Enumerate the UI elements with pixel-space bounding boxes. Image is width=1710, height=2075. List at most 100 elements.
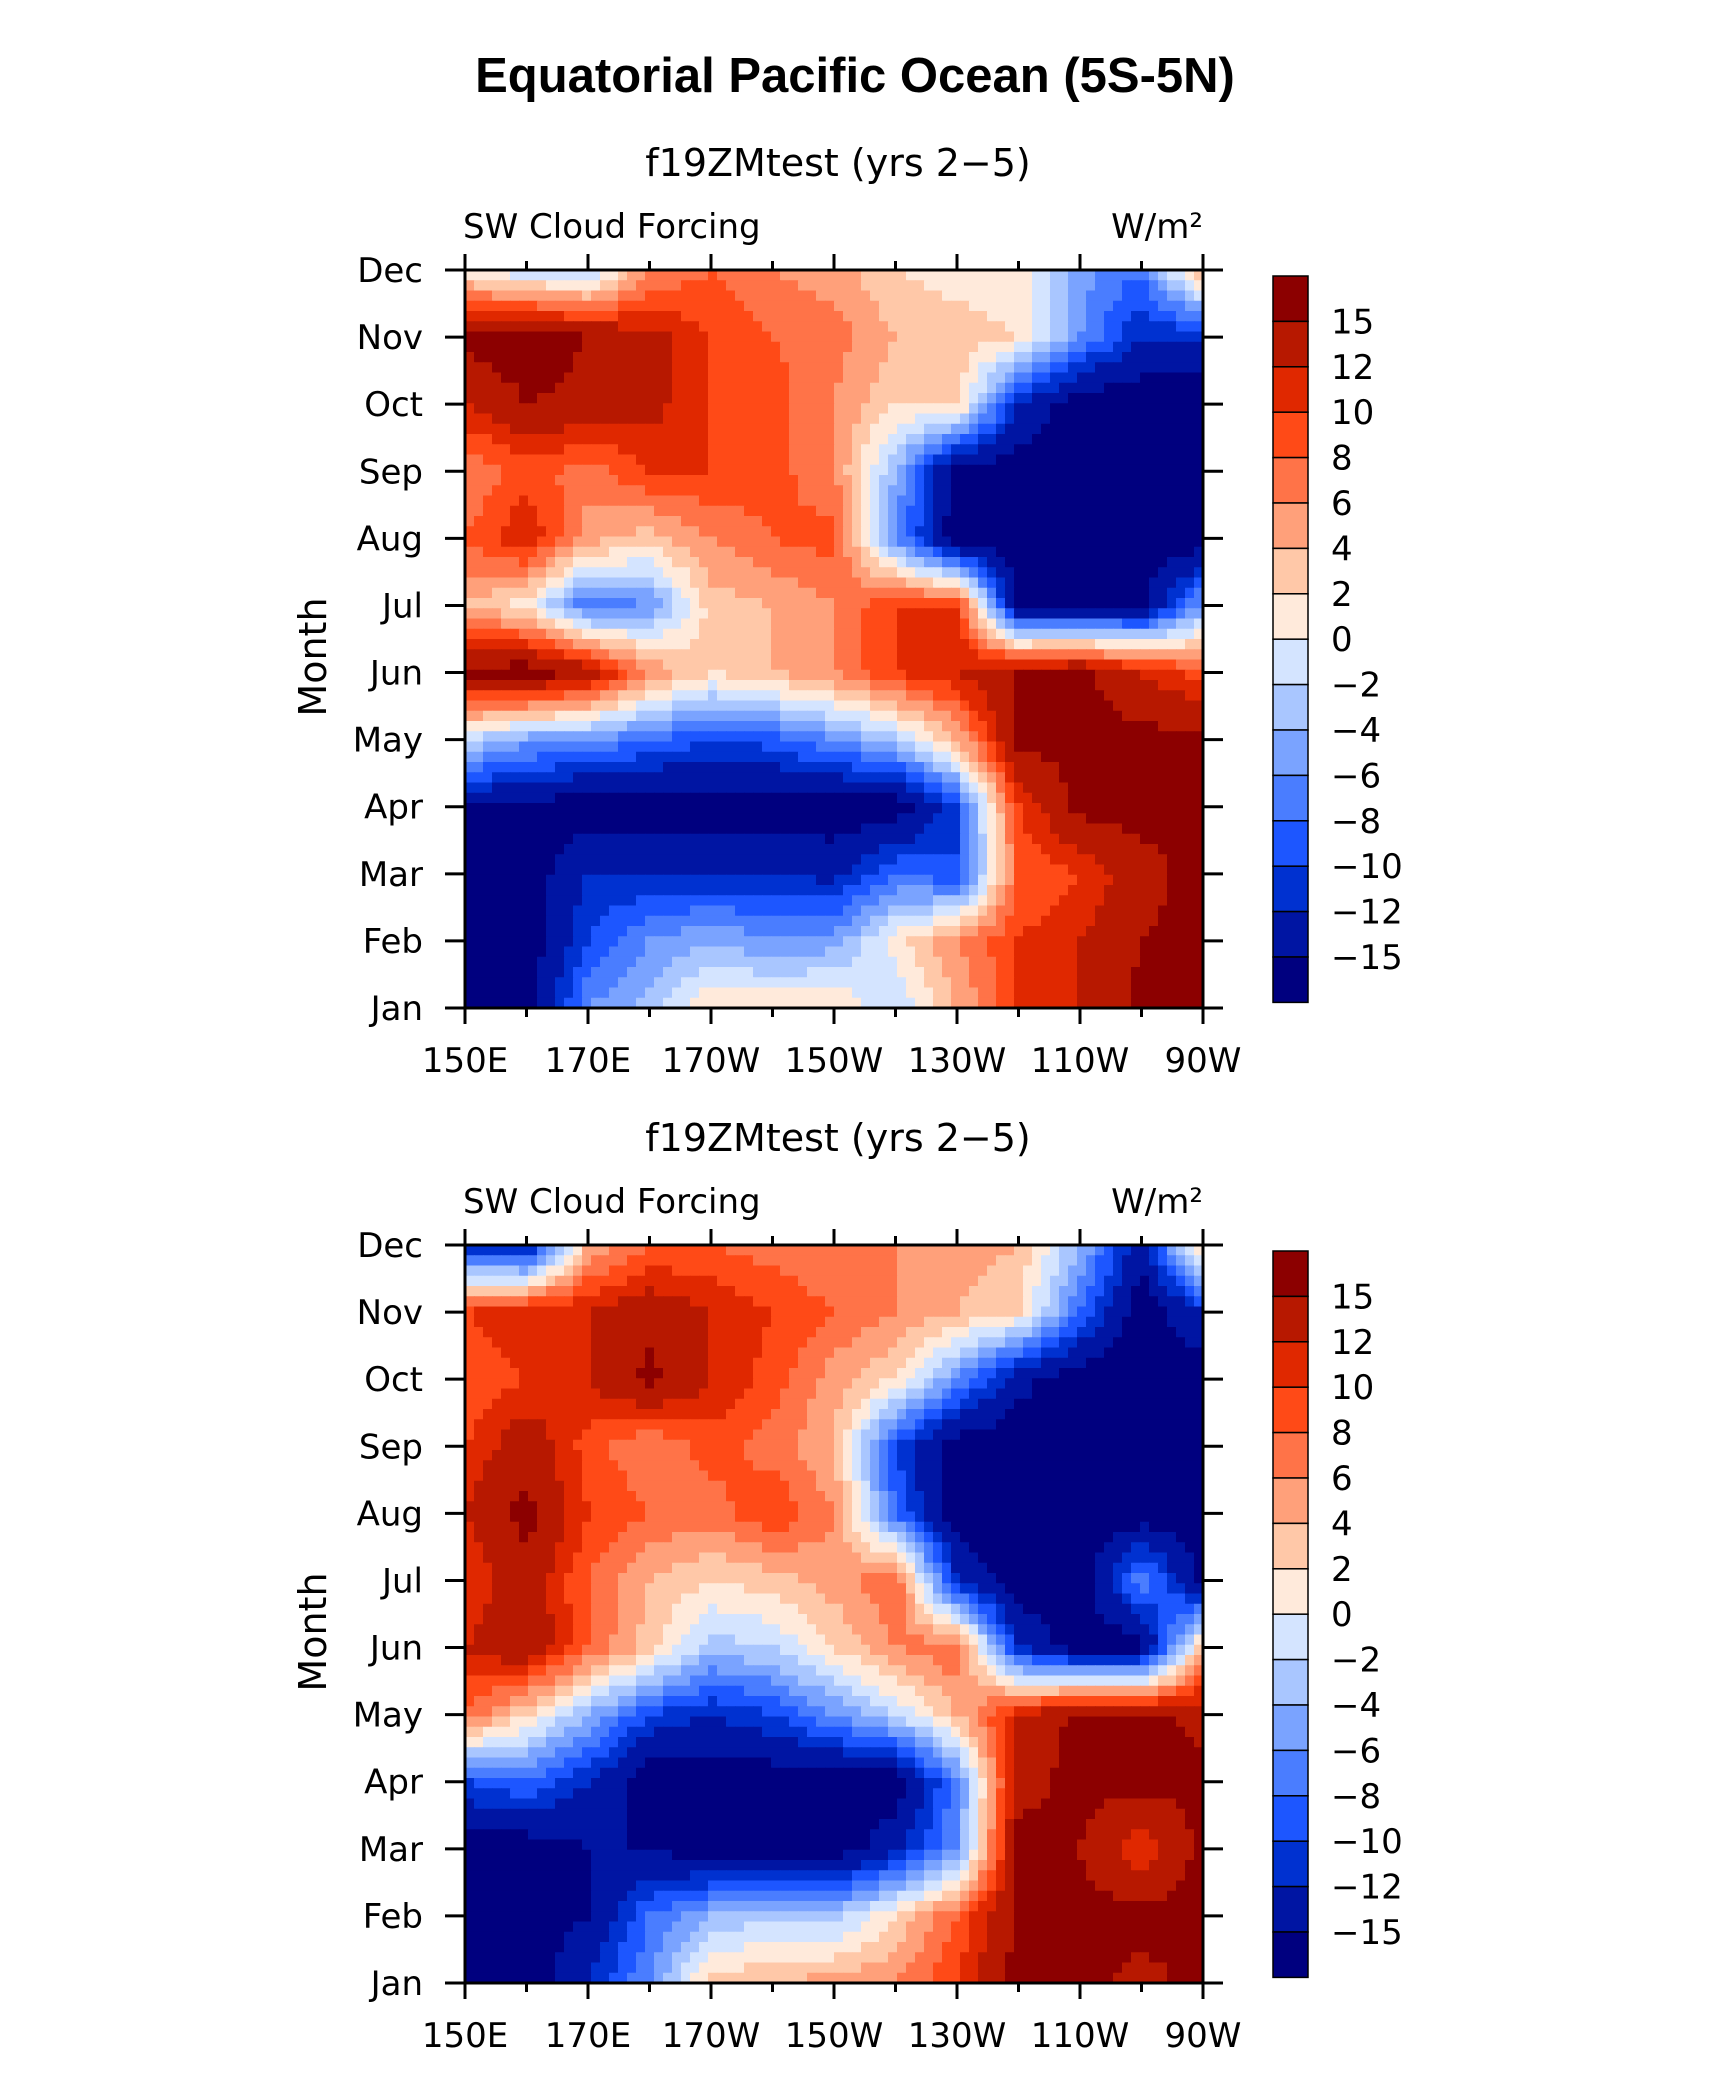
heatmap-cell xyxy=(780,772,790,784)
heatmap-cell xyxy=(897,690,907,702)
heatmap-cell xyxy=(906,864,916,876)
heatmap-cell xyxy=(519,813,529,825)
heatmap-cell xyxy=(483,536,493,548)
heatmap-cell xyxy=(699,475,709,486)
heatmap-cell xyxy=(906,772,916,784)
heatmap-cell xyxy=(978,823,988,835)
heatmap-cell xyxy=(690,403,700,415)
heatmap-cell xyxy=(969,864,979,876)
heatmap-cell xyxy=(951,403,961,415)
heatmap-cell xyxy=(852,587,862,599)
heatmap-cell xyxy=(924,690,934,702)
heatmap-cell xyxy=(1050,669,1060,681)
heatmap-cell xyxy=(564,864,574,876)
heatmap-cell xyxy=(1005,362,1015,374)
heatmap-cell xyxy=(744,823,754,835)
heatmap-cell xyxy=(537,885,547,896)
heatmap-cell xyxy=(1086,864,1096,876)
heatmap-cell xyxy=(537,823,547,835)
heatmap-cell xyxy=(798,444,808,456)
heatmap-cell xyxy=(501,393,511,404)
heatmap-cell xyxy=(474,874,484,886)
heatmap-cell xyxy=(1023,741,1033,753)
heatmap-cell xyxy=(744,885,754,896)
heatmap-cell xyxy=(510,628,520,640)
heatmap-cell xyxy=(699,669,709,681)
heatmap-cell xyxy=(816,352,826,363)
heatmap-cell xyxy=(1068,792,1078,804)
heatmap-cell xyxy=(897,516,907,527)
heatmap-cell xyxy=(1176,444,1186,456)
heatmap-cell xyxy=(771,444,781,456)
heatmap-cell xyxy=(663,423,673,435)
heatmap-cell xyxy=(501,710,511,722)
heatmap-cell xyxy=(753,485,763,497)
heatmap-cell xyxy=(1122,587,1132,599)
heatmap-cell xyxy=(1050,423,1060,435)
heatmap-cell xyxy=(1131,659,1141,671)
heatmap-cell xyxy=(753,526,763,538)
heatmap-cell xyxy=(1068,721,1078,732)
heatmap-cell xyxy=(582,413,592,425)
heatmap-cell xyxy=(816,680,826,691)
heatmap-cell xyxy=(807,731,817,743)
heatmap-cell xyxy=(1095,516,1105,527)
heatmap-cell xyxy=(636,526,646,538)
heatmap-cell xyxy=(753,885,763,896)
heatmap-cell xyxy=(1077,423,1087,435)
heatmap-cell xyxy=(834,885,844,896)
heatmap-cell xyxy=(483,300,493,312)
heatmap-cell xyxy=(942,680,952,691)
heatmap-cell xyxy=(627,844,637,855)
heatmap-cell xyxy=(735,505,745,517)
heatmap-cell xyxy=(708,885,718,896)
heatmap-cell xyxy=(969,782,979,794)
heatmap-cell xyxy=(654,710,664,722)
heatmap-cell xyxy=(942,352,952,363)
heatmap-cell xyxy=(1194,628,1203,640)
heatmap-cell xyxy=(861,700,871,712)
heatmap-cell xyxy=(807,864,817,876)
heatmap-cell xyxy=(825,700,835,712)
heatmap-cell xyxy=(807,844,817,855)
heatmap-cell xyxy=(627,423,637,435)
heatmap-cell xyxy=(492,618,502,630)
heatmap-cell xyxy=(636,741,646,753)
heatmap-cell xyxy=(1068,577,1078,589)
heatmap-cell xyxy=(546,516,556,527)
heatmap-cell xyxy=(1095,526,1105,538)
heatmap-cell xyxy=(924,341,934,353)
heatmap-cell xyxy=(852,792,862,804)
heatmap-cell xyxy=(987,505,997,517)
heatmap-cell xyxy=(645,495,655,507)
heatmap-cell xyxy=(672,813,682,825)
heatmap-cell xyxy=(834,321,844,333)
heatmap-cell xyxy=(879,813,889,825)
heatmap-cell xyxy=(870,721,880,732)
heatmap-cell xyxy=(627,536,637,548)
heatmap-cell xyxy=(816,546,826,558)
heatmap-cell xyxy=(852,813,862,825)
heatmap-cell xyxy=(1131,741,1141,753)
heatmap-cell xyxy=(636,762,646,773)
heatmap-cell xyxy=(1050,444,1060,456)
heatmap-cell xyxy=(879,639,889,650)
heatmap-cell xyxy=(915,475,925,486)
heatmap-cell xyxy=(771,690,781,702)
heatmap-cell xyxy=(744,598,754,609)
heatmap-cell xyxy=(1140,516,1150,527)
heatmap-cell xyxy=(636,485,646,497)
heatmap-cell xyxy=(1041,290,1051,302)
heatmap-cell xyxy=(501,874,511,886)
heatmap-cell xyxy=(699,659,709,671)
heatmap-cell xyxy=(834,680,844,691)
heatmap-cell xyxy=(636,536,646,548)
heatmap-cell xyxy=(1095,628,1105,640)
heatmap-cell xyxy=(699,782,709,794)
heatmap-cell xyxy=(915,782,925,794)
heatmap-cell xyxy=(1185,300,1195,312)
heatmap-cell xyxy=(978,423,988,435)
heatmap-cell xyxy=(735,577,745,589)
heatmap-cell xyxy=(465,362,475,374)
heatmap-cell xyxy=(1167,505,1177,517)
